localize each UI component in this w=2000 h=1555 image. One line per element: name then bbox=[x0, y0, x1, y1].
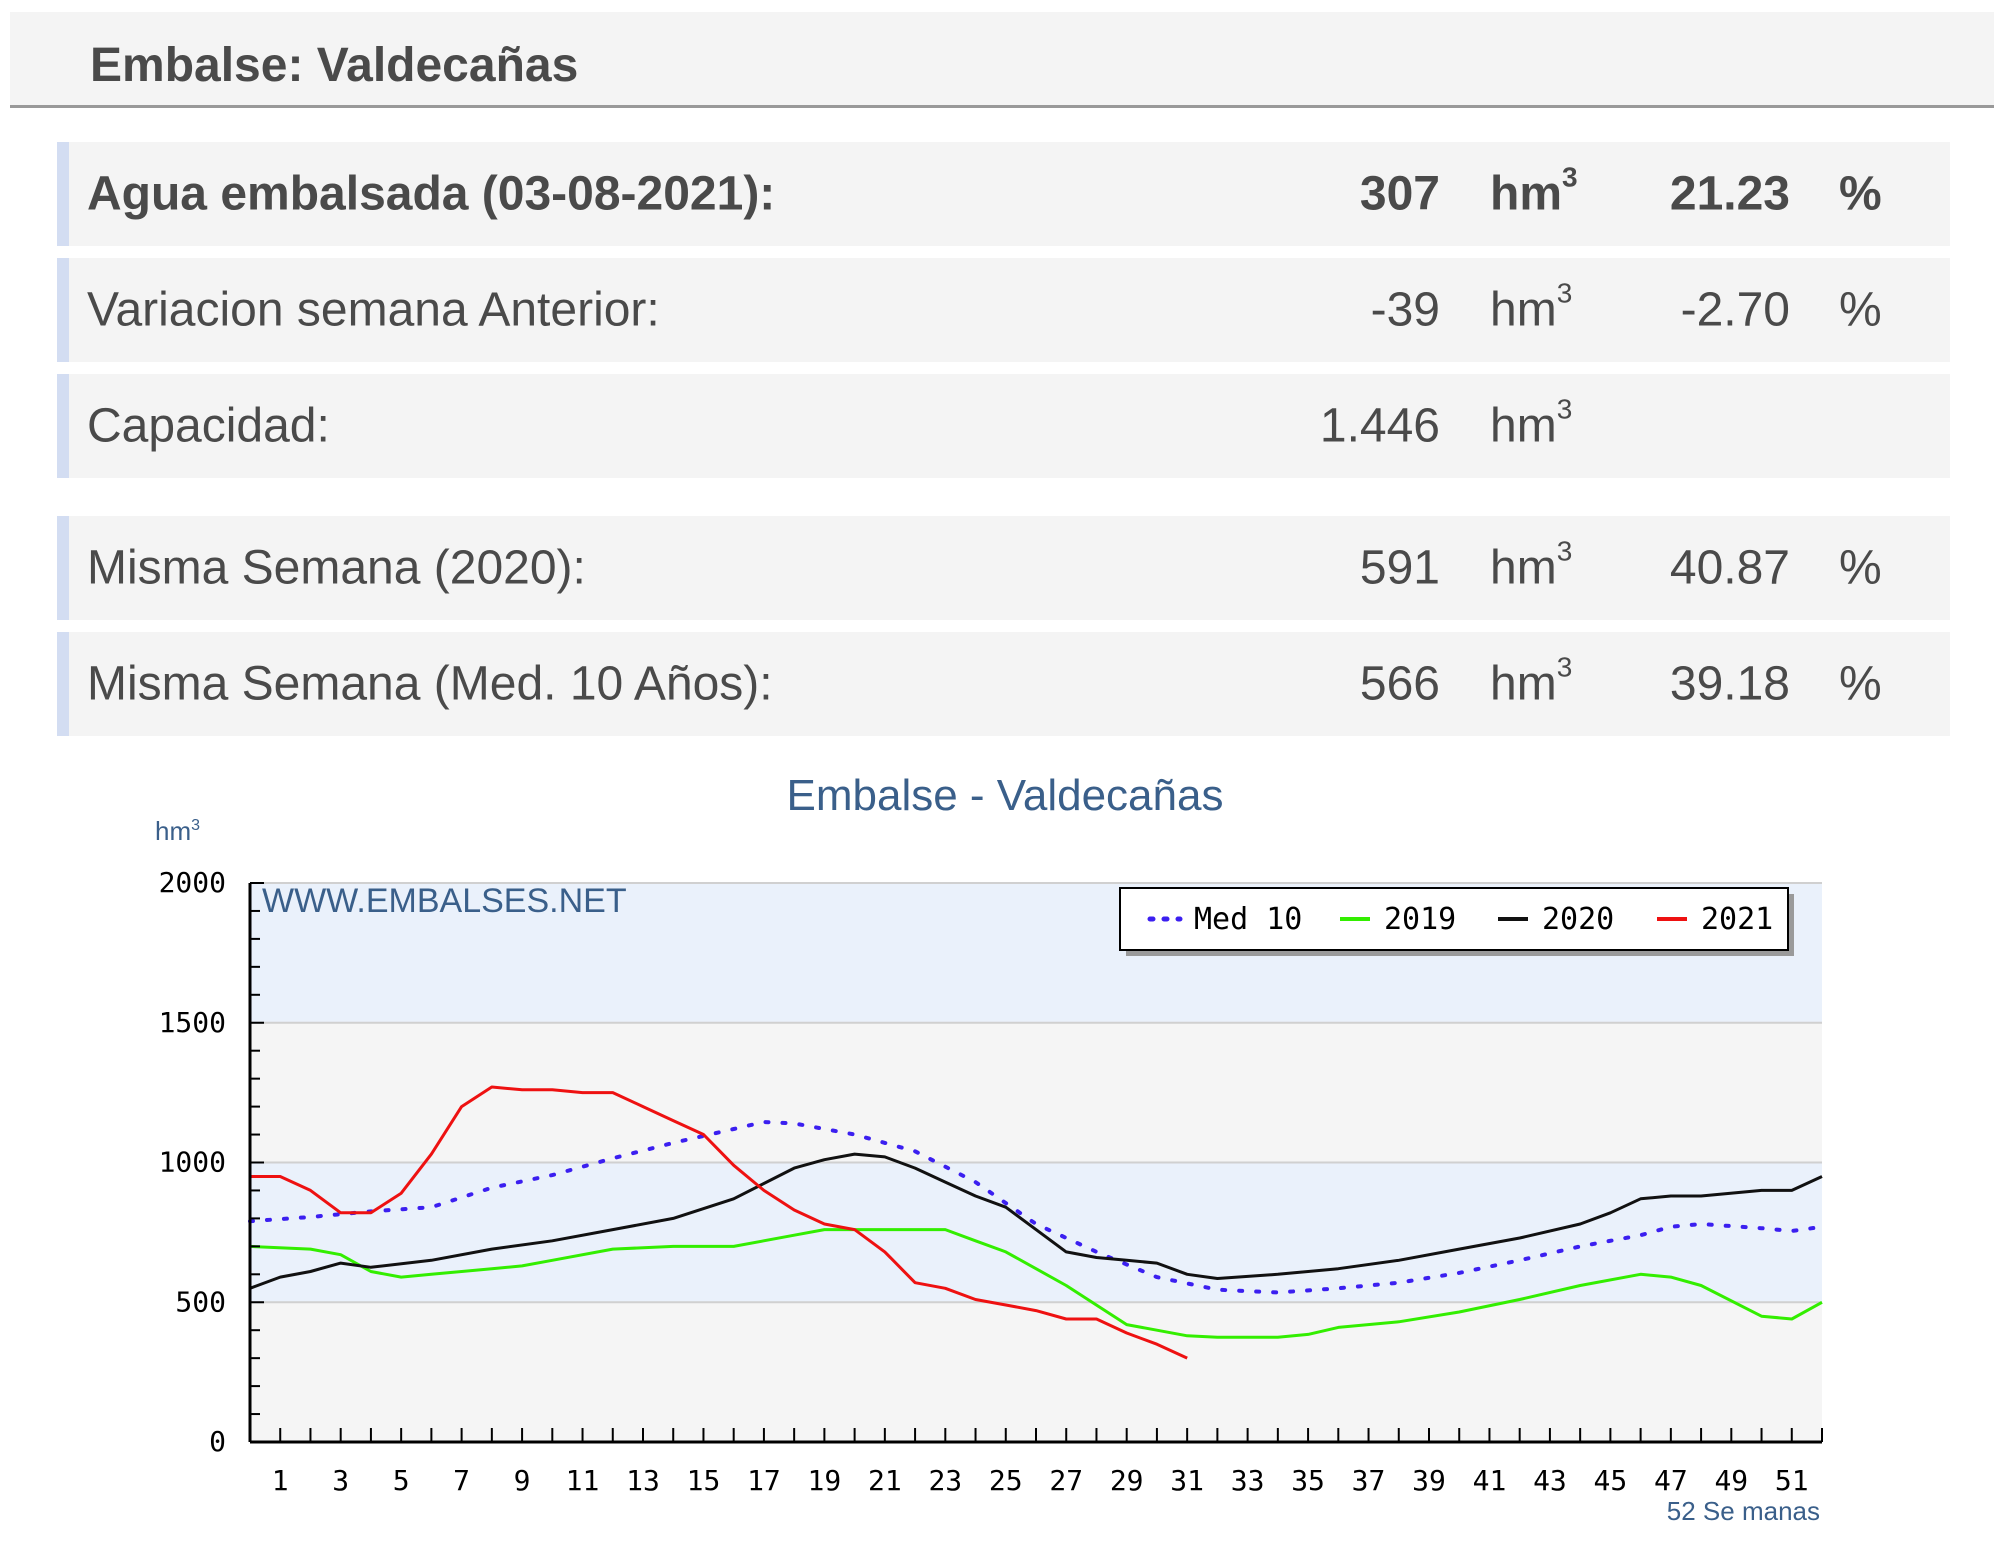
legend-label: 2021 bbox=[1701, 902, 1773, 937]
x-tick-label: 23 bbox=[928, 1464, 962, 1497]
y-tick-label: 1000 bbox=[159, 1146, 226, 1179]
x-tick-label: 13 bbox=[626, 1464, 660, 1497]
x-tick-label: 49 bbox=[1714, 1464, 1748, 1497]
page-header: Embalse: Valdecañas bbox=[10, 12, 1994, 108]
legend-label: 2020 bbox=[1542, 902, 1614, 937]
series-line-2020 bbox=[249, 1152, 1823, 1290]
stat-percent: 39.18 bbox=[1669, 657, 1790, 711]
x-tick-label: 41 bbox=[1473, 1464, 1507, 1497]
plot-band bbox=[250, 1022, 1822, 1163]
stat-percent-sign: % bbox=[1839, 283, 1882, 337]
stat-value: 307 bbox=[1359, 167, 1440, 221]
x-tick-label: 5 bbox=[393, 1464, 410, 1497]
x-tick-label: 39 bbox=[1412, 1464, 1446, 1497]
x-tick-label: 33 bbox=[1231, 1464, 1265, 1497]
x-tick-label: 21 bbox=[868, 1464, 902, 1497]
x-tick-label: 43 bbox=[1533, 1464, 1567, 1497]
x-tick-label: 15 bbox=[687, 1464, 721, 1497]
series-line-2019 bbox=[249, 1228, 1823, 1339]
stat-value: 1.446 bbox=[1319, 399, 1440, 453]
stat-value: 566 bbox=[1359, 657, 1440, 711]
y-tick-label: 1500 bbox=[159, 1006, 226, 1039]
stat-unit: hm3 bbox=[1490, 651, 1573, 711]
x-tick-label: 27 bbox=[1049, 1464, 1083, 1497]
legend: Med 10 2019 2020 2021 bbox=[1119, 887, 1794, 956]
x-tick-label: 25 bbox=[989, 1464, 1023, 1497]
chart-svg: Embalse - Valdecañas hm3 WWW.EMBALSES.NE… bbox=[155, 771, 1824, 1526]
x-tick-label: 35 bbox=[1291, 1464, 1325, 1497]
x-tick-label: 3 bbox=[332, 1464, 349, 1497]
x-tick-label: 29 bbox=[1110, 1464, 1144, 1497]
series-line-2021 bbox=[250, 1085, 1188, 1360]
x-tick-label: 11 bbox=[566, 1464, 600, 1497]
page-title: Embalse: Valdecañas bbox=[90, 39, 579, 92]
stat-label: Agua embalsada (03-08-2021): bbox=[87, 167, 776, 221]
legend-label: 2019 bbox=[1384, 902, 1456, 937]
stat-label: Variacion semana Anterior: bbox=[87, 283, 660, 337]
stat-percent: 21.23 bbox=[1669, 167, 1790, 221]
y-tick-label: 0 bbox=[209, 1425, 226, 1458]
stat-value: 591 bbox=[1359, 541, 1440, 595]
stat-row-capacidad: Capacidad: 1.446 hm3 bbox=[57, 374, 1950, 478]
y-axis-unit: hm3 bbox=[155, 816, 200, 846]
stat-label: Misma Semana (Med. 10 Años): bbox=[87, 657, 773, 711]
x-tick-label: 47 bbox=[1654, 1464, 1688, 1497]
reservoir-chart: Embalse - Valdecañas hm3 WWW.EMBALSES.NE… bbox=[0, 760, 2000, 1550]
stat-row-agua-embalsada: Agua embalsada (03-08-2021): 307 hm3 21.… bbox=[57, 142, 1950, 246]
x-tick-label: 51 bbox=[1775, 1464, 1809, 1497]
stat-percent-sign: % bbox=[1839, 167, 1882, 221]
x-tick-label: 7 bbox=[453, 1464, 470, 1497]
stat-row-misma-semana-2020: Misma Semana (2020): 591 hm3 40.87 % bbox=[57, 516, 1950, 620]
stat-label: Misma Semana (2020): bbox=[87, 541, 586, 595]
stat-unit: hm3 bbox=[1490, 161, 1578, 221]
x-tick-label: 1 bbox=[272, 1464, 289, 1497]
stat-row-misma-semana-med10: Misma Semana (Med. 10 Años): 566 hm3 39.… bbox=[57, 632, 1950, 736]
stat-value: -39 bbox=[1370, 283, 1440, 337]
y-tick-label: 2000 bbox=[159, 866, 226, 899]
x-tick-label: 19 bbox=[808, 1464, 842, 1497]
x-axis-label: 52 Se manas bbox=[1667, 1496, 1820, 1526]
stat-row-variacion: Variacion semana Anterior: -39 hm3 -2.70… bbox=[57, 258, 1950, 362]
x-tick-label: 45 bbox=[1594, 1464, 1628, 1497]
x-tick-label: 37 bbox=[1352, 1464, 1386, 1497]
y-tick-label: 500 bbox=[175, 1285, 226, 1318]
stat-unit: hm3 bbox=[1490, 535, 1573, 595]
stat-unit: hm3 bbox=[1490, 277, 1573, 337]
plot-band bbox=[250, 1162, 1822, 1303]
watermark: WWW.EMBALSES.NET bbox=[262, 882, 627, 920]
stat-percent-sign: % bbox=[1839, 541, 1882, 595]
x-tick-label: 9 bbox=[514, 1464, 531, 1497]
legend-label: Med 10 bbox=[1194, 902, 1302, 937]
stat-percent-sign: % bbox=[1839, 657, 1882, 711]
plot-band bbox=[250, 1302, 1822, 1442]
stat-percent: -2.70 bbox=[1680, 283, 1790, 337]
x-tick-label: 17 bbox=[747, 1464, 781, 1497]
stat-unit: hm3 bbox=[1490, 393, 1573, 453]
chart-title: Embalse - Valdecañas bbox=[787, 771, 1224, 820]
stat-label: Capacidad: bbox=[87, 399, 330, 453]
stat-percent: 40.87 bbox=[1669, 541, 1790, 595]
series-layer bbox=[248, 1085, 1824, 1360]
x-tick-label: 31 bbox=[1170, 1464, 1204, 1497]
series-line-med-10 bbox=[248, 1120, 1824, 1295]
